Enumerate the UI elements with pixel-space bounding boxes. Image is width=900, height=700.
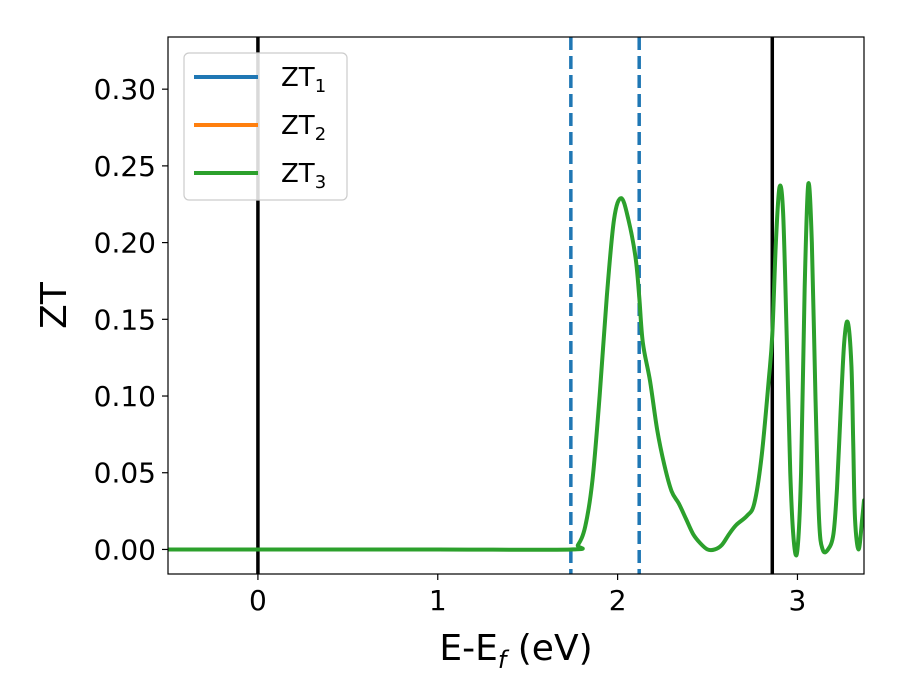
- y-tick-label: 0.20: [94, 227, 156, 260]
- y-tick-label: 0.00: [94, 533, 156, 566]
- legend: ZT1 ZT2 ZT3: [183, 52, 348, 201]
- x-tick-label: 2: [609, 584, 627, 617]
- y-tick-label: 0.10: [94, 380, 156, 413]
- axes-frame: [167, 36, 865, 575]
- series-line-3: [168, 181, 864, 558]
- x-axis-label: E-Ef (eV): [439, 628, 592, 674]
- axes: 0 1 2 3 0.00 0.05 0.10 0.15 0.20 0.25 0.30 E-Ef (eV…: [34, 36, 865, 674]
- y-tick-label: 0.25: [94, 150, 156, 183]
- legend-label-2: ZT2: [281, 111, 326, 145]
- x-tick-label: 0: [249, 584, 267, 617]
- y-tick-label: 0.30: [94, 73, 156, 106]
- y-axis-label: ZT: [34, 281, 75, 329]
- legend-box: [183, 52, 348, 201]
- legend-label-3: ZT3: [281, 159, 326, 193]
- x-tick-label: 3: [789, 584, 807, 617]
- legend-label-1: ZT1: [281, 63, 326, 97]
- plot-area: [168, 37, 864, 574]
- y-tick-label: 0.05: [94, 457, 156, 490]
- x-tick-label: 1: [429, 584, 447, 617]
- y-tick-label: 0.15: [94, 303, 156, 336]
